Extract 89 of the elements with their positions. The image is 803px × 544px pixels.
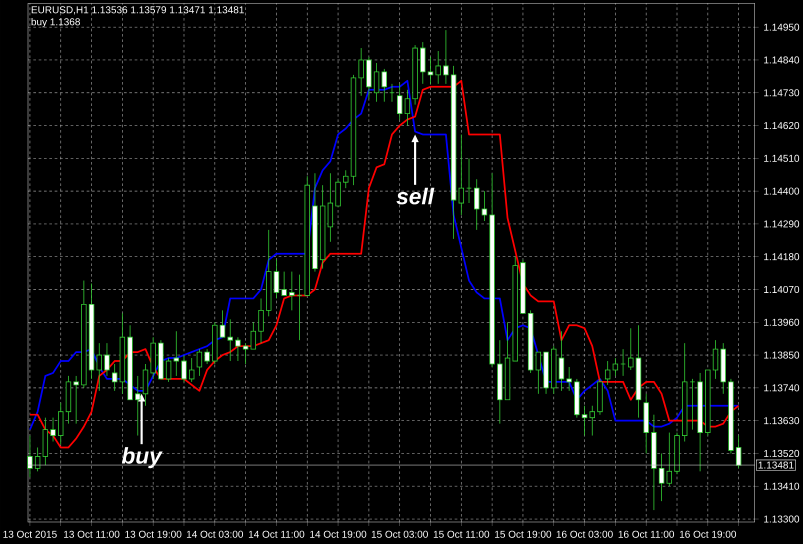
candlestick [658,453,664,502]
y-tick-label: 1.13740 [764,384,800,392]
candlestick [712,340,718,380]
candlestick [590,405,595,436]
candlestick [27,435,33,478]
y-tick-label: 1.14950 [764,24,800,31]
candlestick [604,360,610,386]
candlestick [242,342,248,364]
x-tick-label: 16 Oct 19:00 [680,530,736,538]
candlestick [112,364,118,392]
candlestick [396,83,402,120]
y-tick-label: 1.14180 [764,253,800,260]
y-tick-label: 1.14620 [764,122,800,130]
x-tick-label: 13 Oct 2015 [3,530,57,538]
y-tick-label: 1.13850 [764,352,800,359]
x-tick-label: 15 Oct 03:00 [372,530,428,538]
y-tick-label: 1.14730 [764,89,800,96]
x-tick-label: 16 Oct 03:00 [556,530,613,538]
candlestick [389,83,395,102]
candlestick [228,318,233,362]
y-tick-label: 1.13630 [764,417,800,424]
candlestick [582,405,588,436]
candlestick [736,435,742,469]
candlestick [235,336,241,362]
candlestick [296,274,302,341]
candlestick [620,348,626,376]
candlestick [358,48,364,96]
candlestick [181,354,187,382]
candlestick [474,178,480,230]
x-tick-label: 14 Oct 19:00 [310,530,366,538]
candlestick [443,30,449,84]
candlestick [196,348,202,376]
candlestick [420,42,426,84]
x-tick-label: 14 Oct 03:00 [186,530,244,538]
candlestick [458,134,464,216]
candlestick [142,364,148,406]
y-tick-label: 1.14840 [764,56,800,64]
x-tick-label: 15 Oct 19:00 [495,530,552,538]
candlestick [466,158,472,204]
x-tick-label: 15 Oct 11:00 [434,530,490,538]
annotation: buy [122,447,163,468]
candlestick [328,172,334,242]
candlestick [612,358,618,376]
y-tick-label: 1.14290 [764,220,800,228]
candlestick [50,417,56,442]
candlestick [204,348,210,364]
candlestick [343,170,348,189]
candlestick [96,342,102,392]
candlestick [289,271,295,311]
candlestick [174,330,179,376]
candlestick [58,402,64,445]
candlestick [220,310,226,338]
candlestick [250,322,256,350]
candlestick [482,190,488,222]
candlestick [666,432,672,487]
annotation: sell [396,188,434,204]
candlestick [382,68,387,102]
chart-title: EURUSD,H1 1.13536 1.13579 1.13471 1.13481 [32,6,244,15]
annotation: buy 1.1368 [32,18,80,28]
x-tick-label: 14 Oct 11:00 [248,530,304,538]
candlestick [566,366,572,392]
y-tick-label: 1.14510 [764,154,800,162]
candlestick [274,259,280,299]
candlestick [104,342,110,376]
candlestick [73,376,79,424]
candlestick [404,89,410,126]
y-tick-label: 1.13960 [764,318,800,326]
y-tick-label: 1.13410 [764,482,800,490]
candlestick [558,330,564,392]
y-tick-label: 1.13520 [764,450,800,457]
y-tick-label: 1.14400 [764,188,800,195]
y-tick-label: 1.13300 [764,515,800,523]
candlestick [281,271,287,296]
candlestick [166,358,172,382]
candlestick [34,447,40,472]
candlestick [335,178,341,206]
x-tick-label: 13 Oct 11:00 [64,530,120,538]
candlestick [258,298,264,344]
x-tick-label: 13 Oct 19:00 [125,530,182,538]
x-tick-label: 16 Oct 11:00 [618,530,674,538]
ref-line-label: 1.13481 [758,462,794,469]
y-tick-label: 1.14070 [764,286,800,294]
candlestick [435,50,441,84]
candlestick [628,328,634,370]
candlestick [188,358,194,382]
candlestick [536,352,542,394]
candlestick [690,378,696,430]
candlestick [428,56,434,84]
candlestick [374,62,380,102]
